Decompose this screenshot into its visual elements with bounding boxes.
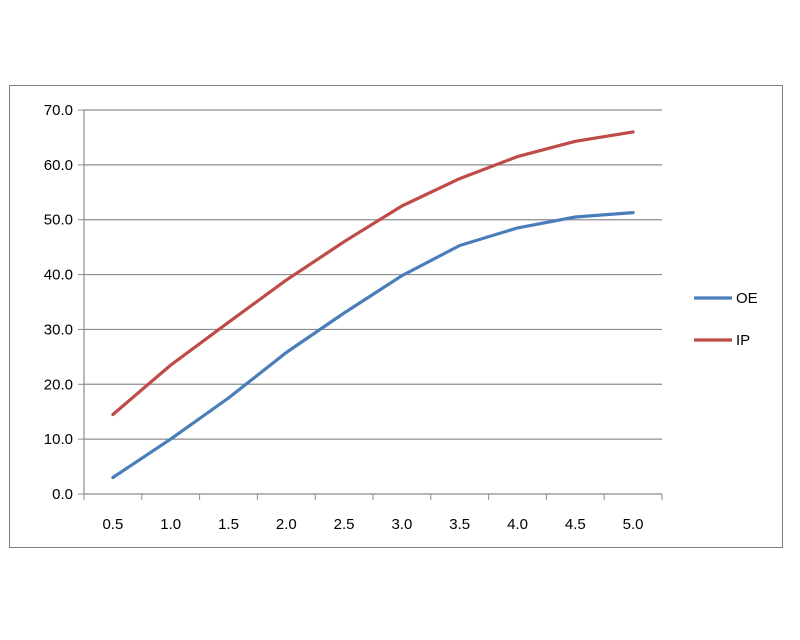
y-tick-label: 50.0 xyxy=(44,212,73,229)
y-tick-label: 30.0 xyxy=(44,321,73,338)
x-tick-label: 5.0 xyxy=(623,516,644,533)
gridlines xyxy=(84,109,662,440)
x-tick-label: 1.5 xyxy=(218,516,239,533)
series-line-oe xyxy=(111,211,635,480)
x-tick-label: 1.0 xyxy=(160,516,181,533)
x-tick-label: 3.5 xyxy=(449,516,470,533)
y-tick-label: 60.0 xyxy=(44,157,73,174)
series-line-ip xyxy=(111,130,635,417)
x-tick-label: 3.0 xyxy=(391,516,412,533)
x-tick-labels: 0.5 1.0 1.5 2.0 2.5 3.0 3.5 4.0 4.5 5.0 xyxy=(102,516,643,533)
chart-frame xyxy=(9,85,783,548)
y-tick-label: 10.0 xyxy=(44,431,73,448)
x-tick-label: 2.0 xyxy=(276,516,297,533)
y-tick-labels: 0.0 10.0 20.0 30.0 40.0 50.0 60.0 70.0 xyxy=(44,102,73,503)
x-tick-label: 0.5 xyxy=(102,516,123,533)
y-tick-label: 0.0 xyxy=(52,486,73,503)
axes xyxy=(78,109,663,500)
x-tick-label: 4.5 xyxy=(565,516,586,533)
y-tick-label: 70.0 xyxy=(44,102,73,119)
x-tick-label: 2.5 xyxy=(334,516,355,533)
legend-label-ip: IP xyxy=(736,332,750,349)
legend: OE IP xyxy=(694,290,758,349)
legend-label-oe: OE xyxy=(736,290,758,307)
x-tick-label: 4.0 xyxy=(507,516,528,533)
series-lines xyxy=(111,130,635,480)
y-tick-label: 40.0 xyxy=(44,267,73,284)
y-tick-label: 20.0 xyxy=(44,376,73,393)
